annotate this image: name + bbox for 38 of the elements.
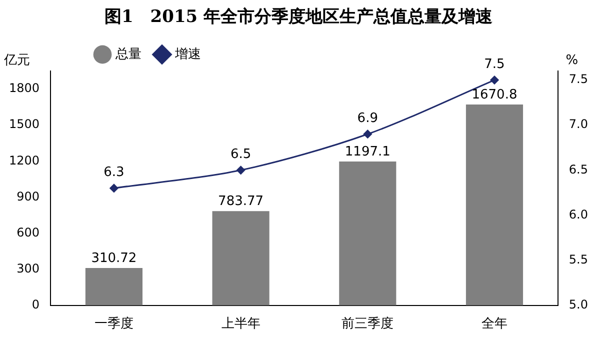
bar (339, 162, 396, 306)
data-label: 310.72 (91, 250, 137, 266)
x-tick-label: 上半年 (221, 316, 260, 332)
y-tick-label: 300 (16, 261, 40, 276)
point (236, 166, 246, 174)
point (363, 130, 372, 138)
y-tick-label: 1500 (8, 117, 40, 132)
y-tick-label: 900 (16, 189, 40, 204)
y-tick-label: 600 (16, 225, 40, 240)
y2-tick-label: 6.0 (568, 207, 588, 222)
legend-label: 总量 (114, 46, 142, 62)
y-tick-label: 1800 (8, 81, 40, 96)
y2-axis-title: % (566, 52, 578, 68)
y-tick-label: 1200 (8, 153, 40, 168)
data-label: 1670.8 (472, 87, 518, 102)
y2-tick-label: 7.0 (568, 117, 588, 132)
data-label: 6.3 (104, 165, 124, 180)
y2-tick-label: 6.5 (568, 162, 588, 176)
x-tick-label: 一季度 (94, 316, 134, 332)
y-axis-title: 亿元 (3, 52, 30, 68)
y2-tick-label: 5.5 (568, 252, 588, 266)
data-label: 6.9 (357, 110, 378, 126)
bar (466, 104, 524, 306)
point (490, 76, 499, 84)
data-label: 1197.1 (344, 144, 390, 160)
x-tick-label: 全年 (481, 316, 508, 332)
chart-title: 图1 2015 年全市分季度地区生产总值总量及增速 (103, 6, 494, 29)
data-label: 7.5 (484, 56, 505, 72)
y2-tick-label: 7.5 (568, 72, 588, 86)
bar (212, 211, 270, 306)
y2-tick-label: 5.0 (568, 298, 588, 312)
data-label: 783.77 (218, 194, 264, 210)
data-label: 6.5 (230, 147, 252, 162)
y-tick-label: 0 (32, 298, 40, 312)
point (110, 184, 118, 192)
legend-label: 增速 (174, 46, 201, 62)
x-tick-label: 前三季度 (342, 316, 394, 332)
bar (85, 268, 142, 306)
